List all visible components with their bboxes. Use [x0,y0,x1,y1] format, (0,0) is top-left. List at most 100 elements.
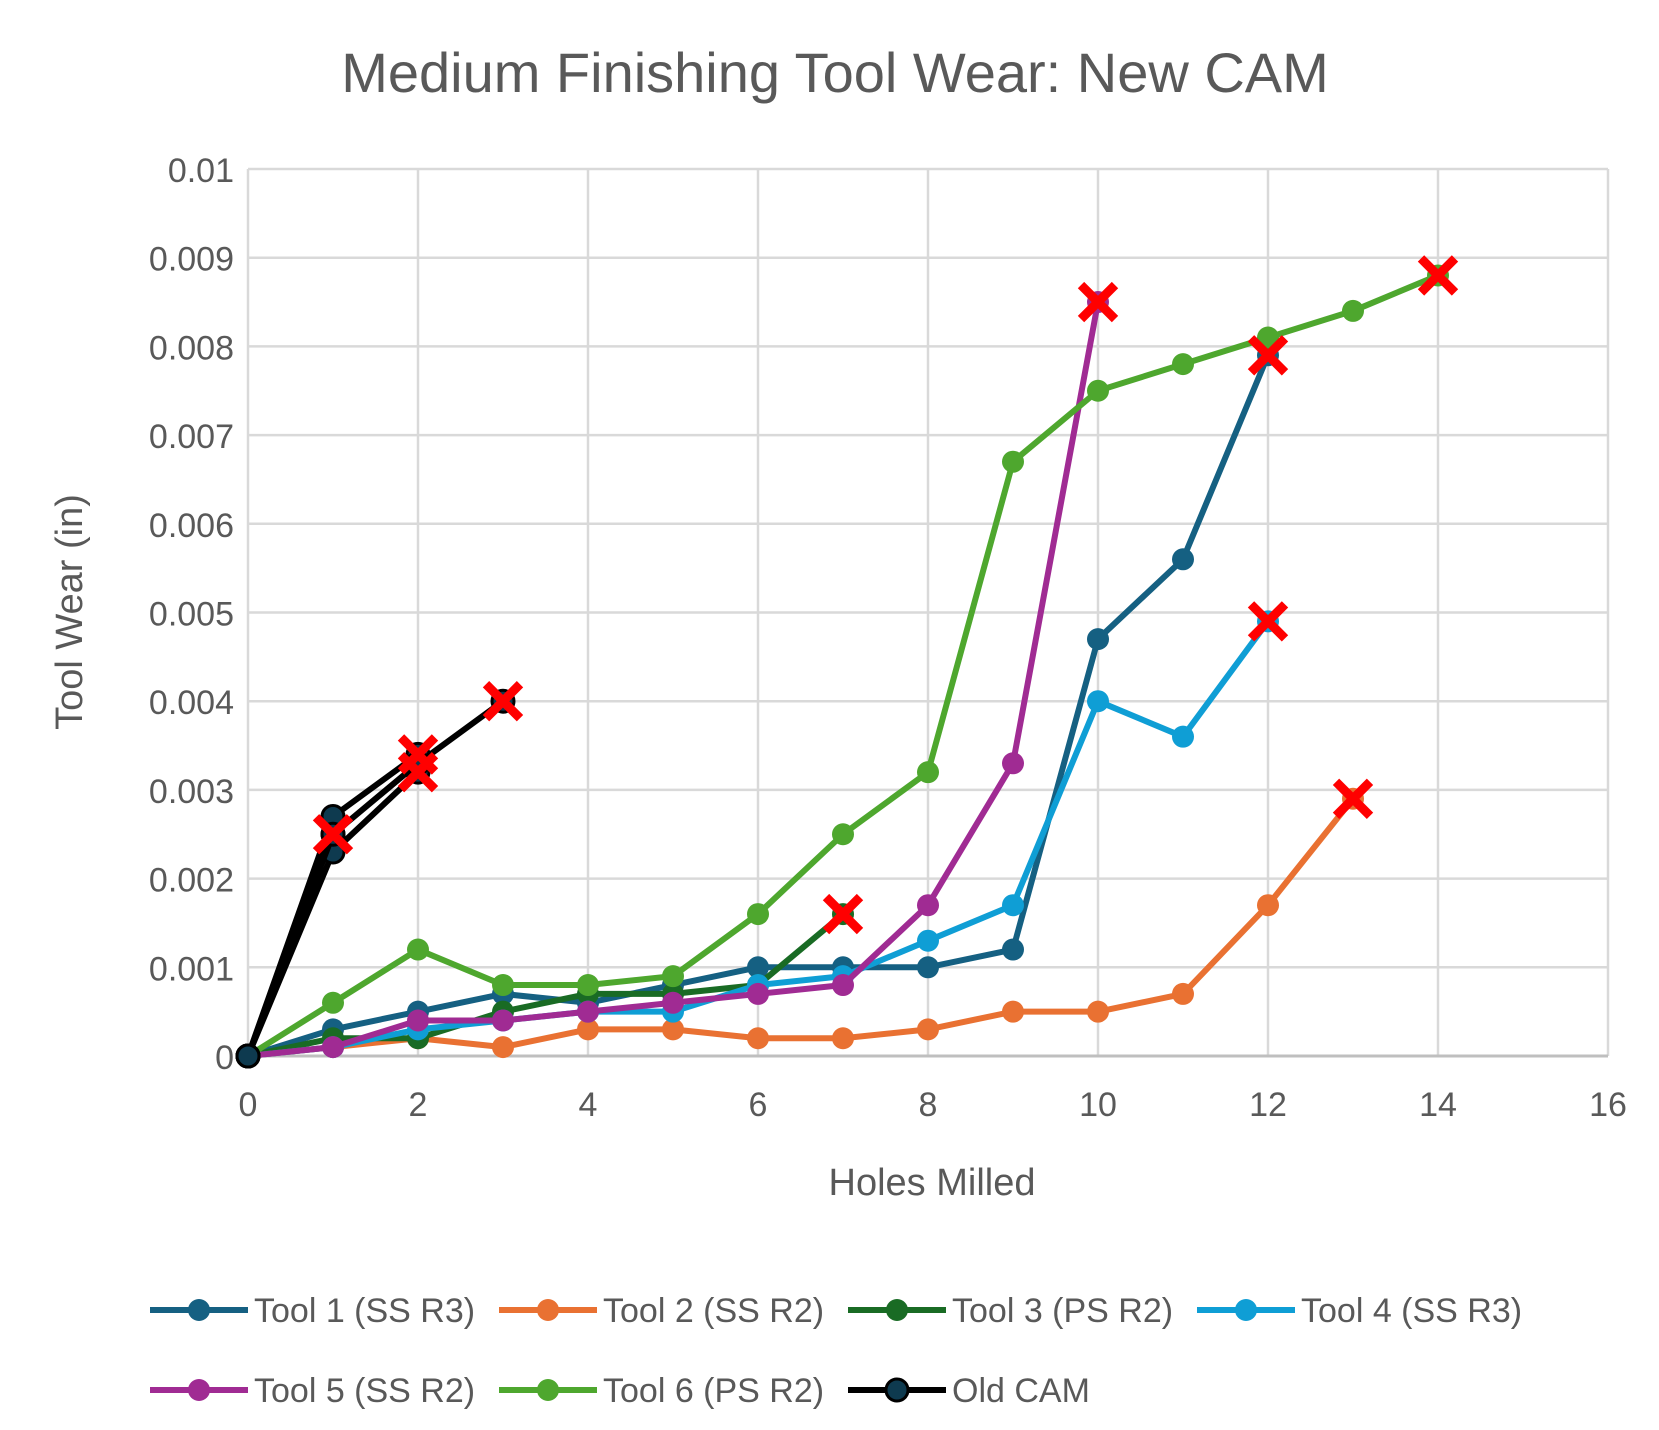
failure-x-marker [397,751,439,793]
legend-item: Old CAM [848,1372,1090,1410]
data-point [917,956,939,979]
x-tick-label: 10 [1079,1086,1117,1124]
data-point [917,761,939,784]
data-point [407,938,429,961]
series-line [247,301,1101,1059]
series-tool-5-ss-r2- [237,291,1109,1067]
data-point [1257,326,1279,349]
data-point [1087,1000,1109,1023]
failure-x-marker [1077,281,1119,323]
data-point [1087,628,1109,651]
legend-item: Tool 2 (SS R2) [499,1292,824,1330]
data-point [1002,894,1024,917]
legend-label: Old CAM [952,1372,1090,1410]
legend-label: Tool 5 (SS R2) [254,1372,475,1410]
series-line [245,698,505,1058]
data-point [1087,690,1109,713]
failure-x-marker [1332,778,1374,819]
x-axis-title: Holes Milled [829,1162,1036,1204]
data-point [235,1043,261,1069]
y-tick-label: 0.008 [149,329,234,367]
failure-x-marker [822,893,864,935]
gridlines [246,167,1610,1058]
legend-swatch-marker [1235,1299,1257,1321]
x-tick-label: 2 [409,1086,428,1124]
x-tick-label: 6 [749,1086,768,1124]
data-point [747,1027,769,1050]
legend-label: Tool 3 (PS R2) [952,1292,1173,1330]
data-point [1172,982,1194,1005]
data-point [1002,752,1024,775]
data-point [1172,548,1194,571]
data-point [832,974,854,997]
y-tick-label: 0.004 [149,684,234,722]
data-point [1172,725,1194,748]
data-point [577,1000,599,1023]
data-point [917,1018,939,1041]
x-tick-label: 12 [1249,1086,1287,1124]
data-point [1002,1000,1024,1023]
data-point [832,1027,854,1050]
x-tick-label: 8 [919,1086,938,1124]
data-point [322,1036,344,1059]
data-point [662,991,684,1014]
legend-swatch-marker [188,1299,210,1321]
y-tick-label: 0.009 [149,241,234,279]
x-tick-label: 16 [1589,1086,1627,1124]
legend-swatch-marker [886,1299,908,1321]
data-point [577,974,599,997]
legend-item: Tool 5 (SS R2) [150,1372,475,1410]
data-point [747,956,769,979]
data-point [492,1009,514,1032]
legend-label: Tool 6 (PS R2) [603,1372,824,1410]
legend-swatch-marker [537,1299,559,1321]
failure-x-marker [1417,255,1459,296]
failure-markers [312,255,1459,935]
y-tick-label: 0.01 [168,152,234,190]
x-tick-label: 4 [579,1086,598,1124]
data-point [747,982,769,1005]
legend: Tool 1 (SS R3) Tool 2 (SS R2) Tool 3 (PS R… [150,1292,1522,1410]
x-tick-labels: 0 2 4 6 8 10 12 14 16 [239,1086,1627,1124]
failure-x-marker [1247,335,1289,376]
data-point [1002,938,1024,961]
failure-x-marker [1247,601,1289,642]
data-point [662,965,684,988]
x-tick-label: 14 [1419,1086,1457,1124]
legend-item: Tool 6 (PS R2) [499,1372,824,1410]
y-tick-labels: 0 0.001 0.002 0.003 0.004 0.005 0.006 0.007 0.00… [149,152,234,1077]
x-tick-label: 0 [239,1086,258,1124]
legend-swatch-marker [188,1379,210,1401]
y-tick-label: 0.001 [149,950,234,988]
y-tick-label: 0.003 [149,773,234,811]
data-point [917,894,939,917]
chart-title: Medium Finishing Tool Wear: New CAM [341,41,1329,104]
data-point [492,1036,514,1059]
series-tool-6-ps-r2- [237,264,1449,1067]
legend-label: Tool 4 (SS R3) [1301,1292,1522,1330]
data-point [407,1009,429,1032]
data-point [1002,450,1024,473]
y-tick-label: 0.007 [149,418,234,456]
data-point [747,903,769,926]
y-tick-label: 0 [215,1039,234,1077]
legend-label: Tool 2 (SS R2) [603,1292,824,1330]
legend-item: Tool 1 (SS R3) [150,1292,475,1330]
data-point [492,974,514,997]
data-point [1342,299,1364,322]
y-tick-label: 0.006 [149,507,234,545]
data-point [1087,379,1109,402]
data-point [577,1018,599,1041]
series-line [247,796,1356,1059]
data-point [1257,894,1279,917]
failure-x-marker [482,681,524,722]
y-axis-title: Tool Wear (in) [49,494,91,730]
legend-label: Tool 1 (SS R3) [254,1292,475,1330]
legend-swatch-marker [884,1377,910,1403]
y-tick-label: 0.002 [149,862,234,900]
y-tick-label: 0.005 [149,596,234,634]
data-point [832,823,854,846]
data-point [1172,353,1194,376]
legend-item: Tool 3 (PS R2) [848,1292,1173,1330]
